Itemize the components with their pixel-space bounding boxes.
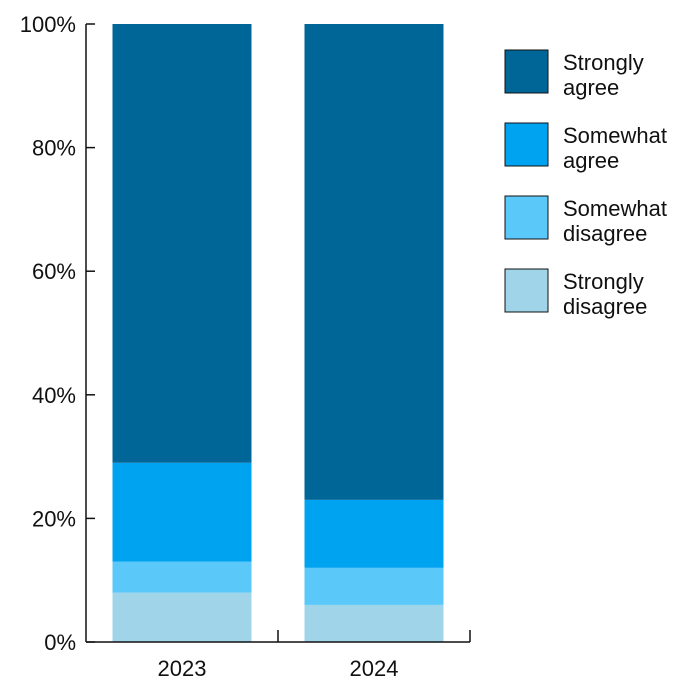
axes-group: 2023 2024 0% 20% 40% 60% 80% 100% [20, 12, 471, 680]
legend-swatch-somewhat-agree [504, 122, 549, 167]
legend-label-strongly-agree: agree [563, 75, 619, 100]
bar-segment-2023-strongly-disagree [112, 592, 252, 642]
y-tick-label: 100% [20, 12, 76, 37]
y-tick-label: 20% [32, 506, 76, 531]
y-tick-label: 60% [32, 259, 76, 284]
y-tick-label: 80% [32, 136, 76, 161]
legend-label-somewhat-agree: Somewhat [563, 123, 667, 148]
legend-swatch-somewhat-disagree [504, 195, 549, 240]
legend-label-somewhat-disagree: Somewhat [563, 196, 667, 221]
x-tick-label-2023: 2023 [158, 656, 207, 680]
y-tick-label: 0% [44, 630, 76, 655]
bar-segment-2024-strongly-agree [304, 24, 444, 500]
legend-label-somewhat-disagree: disagree [563, 221, 647, 246]
bar-segment-2024-somewhat-agree [304, 499, 444, 568]
bar-segment-2023-strongly-agree [112, 24, 252, 463]
legend-label-somewhat-agree: agree [563, 148, 619, 173]
legend-swatch-strongly-disagree [504, 268, 549, 313]
legend: StronglyagreeSomewhatagreeSomewhatdisagr… [504, 49, 667, 319]
bar-segment-2024-somewhat-disagree [304, 567, 444, 605]
legend-swatch-strongly-agree [504, 49, 549, 94]
y-tick-label: 40% [32, 383, 76, 408]
bar-segment-2023-somewhat-agree [112, 462, 252, 562]
bar-segment-2023-somewhat-disagree [112, 561, 252, 593]
x-tick-label-2024: 2024 [350, 656, 399, 680]
legend-label-strongly-agree: Strongly [563, 50, 644, 75]
legend-label-strongly-disagree: disagree [563, 294, 647, 319]
bars-group [112, 24, 444, 642]
bar-segment-2024-strongly-disagree [304, 604, 444, 642]
legend-label-strongly-disagree: Strongly [563, 269, 644, 294]
